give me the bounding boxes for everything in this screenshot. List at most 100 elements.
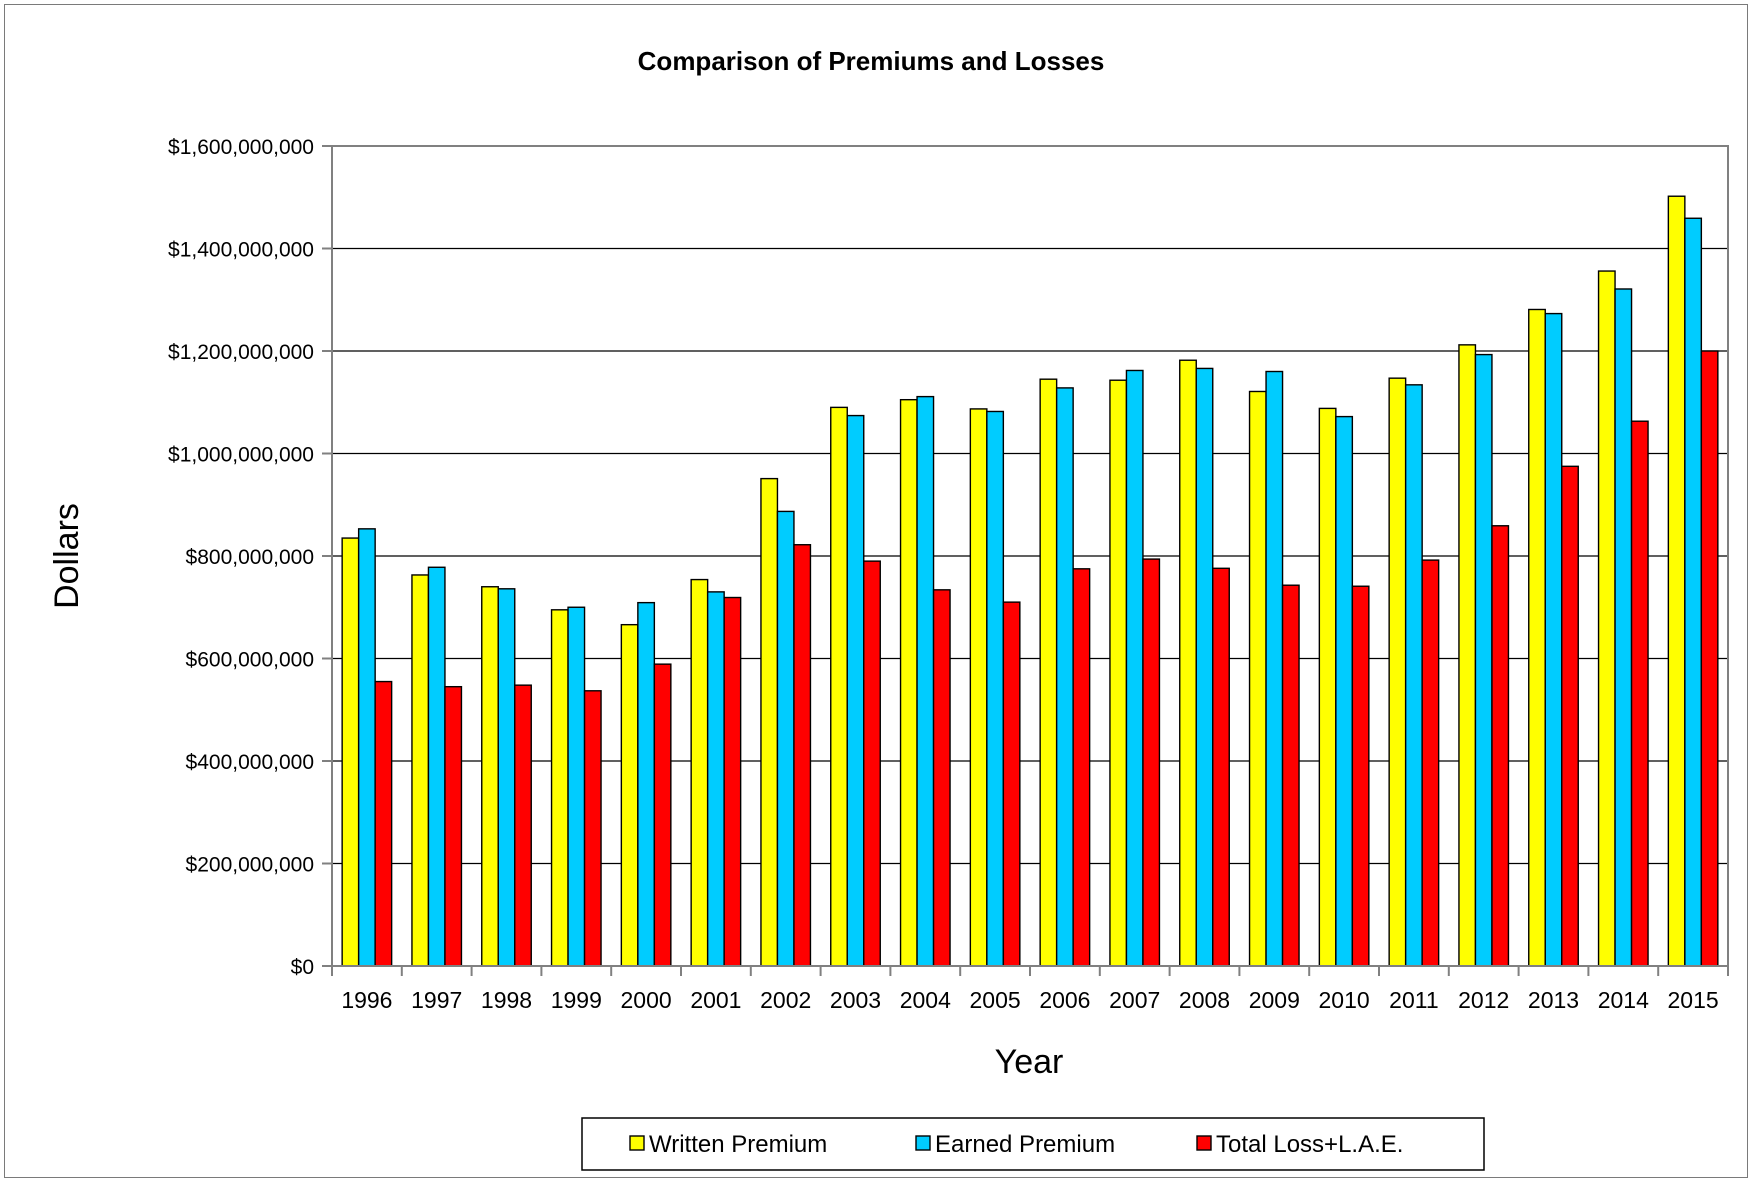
bar-total-loss-l-a-e xyxy=(444,685,463,967)
bar-earned-premium xyxy=(567,606,586,967)
bar-written-premium xyxy=(411,574,430,967)
y-tick-label: $200,000,000 xyxy=(186,854,314,877)
bar-total-loss-l-a-e xyxy=(374,680,393,967)
bar-written-premium xyxy=(1039,378,1058,967)
bar-total-loss-l-a-e xyxy=(723,596,742,967)
chart-title: Comparison of Premiums and Losses xyxy=(638,46,1105,76)
legend-label: Total Loss+L.A.E. xyxy=(1216,1131,1403,1158)
bar-earned-premium xyxy=(1055,387,1074,967)
bar-total-loss-l-a-e xyxy=(1561,465,1579,967)
legend-swatch xyxy=(915,1135,931,1151)
y-tick-label: $800,000,000 xyxy=(186,546,314,569)
bar-total-loss-l-a-e xyxy=(793,544,812,967)
bar-total-loss-l-a-e xyxy=(1212,567,1230,967)
legend-label: Earned Premium xyxy=(935,1131,1115,1158)
bar-earned-premium xyxy=(1335,415,1354,967)
x-tick-label: 2001 xyxy=(690,987,741,1013)
bar-total-loss-l-a-e xyxy=(932,589,951,967)
bar-written-premium xyxy=(341,537,360,967)
bar-earned-premium xyxy=(1265,370,1284,967)
bar-total-loss-l-a-e xyxy=(1002,601,1021,967)
bar-earned-premium xyxy=(776,510,795,967)
bar-total-loss-l-a-e xyxy=(653,663,672,967)
x-tick-label: 2013 xyxy=(1528,987,1579,1013)
x-tick-label: 2009 xyxy=(1249,987,1300,1013)
bar-total-loss-l-a-e xyxy=(1142,558,1161,967)
bar-written-premium xyxy=(1388,377,1407,967)
legend: Written Premium Earned Premium Total Loss+… xyxy=(581,1117,1485,1171)
bar-total-loss-l-a-e xyxy=(1491,525,1510,967)
x-tick-label: 2011 xyxy=(1389,987,1438,1013)
bar-written-premium xyxy=(481,586,499,967)
bar-written-premium xyxy=(620,623,639,967)
bar-earned-premium xyxy=(846,414,865,967)
x-tick-label: 2015 xyxy=(1668,987,1719,1013)
bar-written-premium xyxy=(550,609,569,967)
bar-written-premium xyxy=(1179,359,1197,967)
bar-written-premium xyxy=(1318,407,1337,967)
bars xyxy=(341,195,1719,967)
bar-earned-premium xyxy=(706,591,725,967)
x-tick-label: 2007 xyxy=(1109,987,1160,1013)
x-tick-label: 2008 xyxy=(1179,987,1230,1013)
y-axis-ticks: $0 $200,000,000 $400,000,000 $600,000,000 $8… xyxy=(168,136,332,979)
y-tick-label: $400,000,000 xyxy=(186,751,314,774)
gridlines xyxy=(332,145,1728,865)
legend-label: Written Premium xyxy=(649,1131,827,1158)
bar-earned-premium xyxy=(427,566,446,967)
x-tick-label: 2006 xyxy=(1039,987,1090,1013)
x-tick-label: 2010 xyxy=(1319,987,1370,1013)
x-tick-label: 2000 xyxy=(621,987,672,1013)
bar-written-premium xyxy=(899,398,918,967)
x-tick-label: 1999 xyxy=(551,987,602,1013)
bar-written-premium xyxy=(1597,270,1616,967)
bar-earned-premium xyxy=(1614,288,1633,967)
bar-earned-premium xyxy=(637,601,656,967)
bar-earned-premium xyxy=(1125,369,1144,967)
x-tick-label: 1996 xyxy=(341,987,392,1013)
bar-written-premium xyxy=(1458,344,1477,967)
x-tick-label: 1997 xyxy=(411,987,462,1013)
bar-written-premium xyxy=(1248,390,1267,967)
y-axis-label: Dollars xyxy=(48,503,86,609)
y-tick-label: $0 xyxy=(291,956,314,979)
x-tick-label: 1998 xyxy=(481,987,532,1013)
legend-swatch xyxy=(629,1135,645,1151)
bar-total-loss-l-a-e xyxy=(1351,585,1370,967)
bar-earned-premium xyxy=(1404,384,1423,967)
bar-total-loss-l-a-e xyxy=(1421,559,1440,967)
bar-total-loss-l-a-e xyxy=(1281,584,1300,967)
bar-total-loss-l-a-e xyxy=(1072,568,1091,967)
y-tick-label: $1,200,000,000 xyxy=(168,341,314,364)
bar-written-premium xyxy=(690,578,709,967)
x-tick-label: 2002 xyxy=(760,987,811,1013)
bar-written-premium xyxy=(830,406,848,967)
bar-written-premium xyxy=(969,408,988,967)
bar-written-premium xyxy=(1109,379,1128,967)
bar-earned-premium xyxy=(497,588,516,967)
bar-total-loss-l-a-e xyxy=(863,560,881,967)
bar-total-loss-l-a-e xyxy=(583,690,602,967)
x-tick-label: 2014 xyxy=(1598,987,1649,1013)
bar-written-premium xyxy=(760,477,779,967)
legend-box xyxy=(581,1117,1485,1171)
bar-earned-premium xyxy=(1195,367,1214,967)
bar-earned-premium xyxy=(986,410,1005,967)
legend-swatch xyxy=(1196,1135,1212,1151)
y-tick-label: $1,000,000,000 xyxy=(168,444,314,467)
bar-total-loss-l-a-e xyxy=(1630,420,1649,967)
x-tick-label: 2003 xyxy=(830,987,881,1013)
bar-earned-premium xyxy=(1684,217,1703,967)
bar-earned-premium xyxy=(1544,312,1563,967)
x-axis-label: Year xyxy=(995,1043,1064,1081)
y-tick-label: $1,600,000,000 xyxy=(168,136,314,159)
bar-earned-premium xyxy=(1474,353,1493,967)
bar-written-premium xyxy=(1667,195,1686,967)
bar-total-loss-l-a-e xyxy=(514,684,532,967)
bar-written-premium xyxy=(1528,308,1546,967)
x-axis-ticks: 1996 1997 1998 1999 2000 2001 2002 2003 2004 2005… xyxy=(331,966,1729,1013)
bar-earned-premium xyxy=(357,528,376,967)
x-tick-label: 2012 xyxy=(1458,987,1509,1013)
plot-area-border xyxy=(331,145,1729,967)
